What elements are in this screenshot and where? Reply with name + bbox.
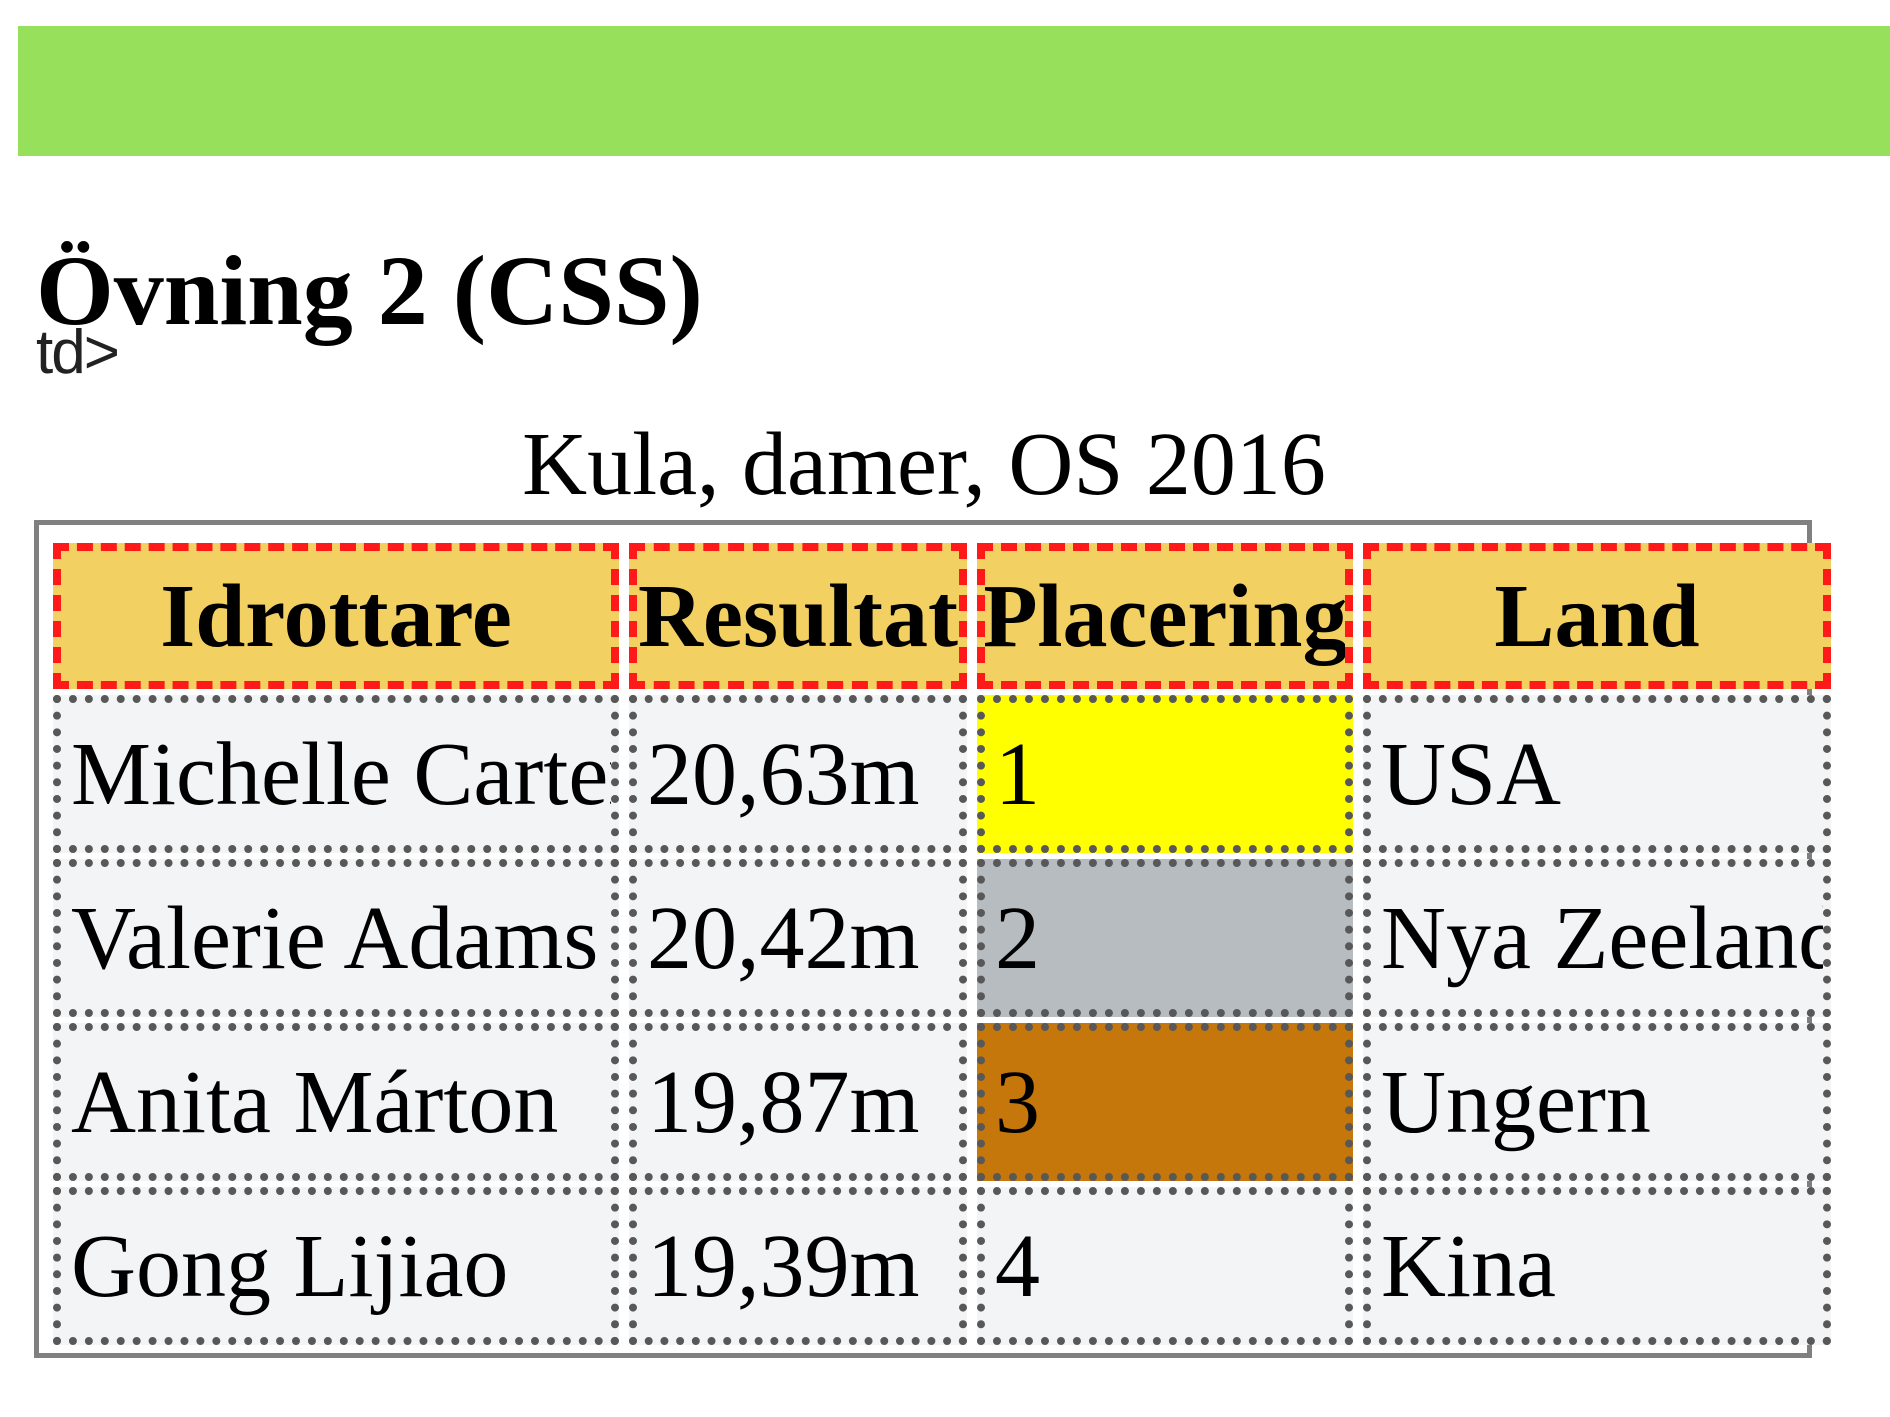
cell-placement: 4 [977, 1187, 1353, 1345]
page-title: Övning 2 (CSS) [36, 235, 703, 346]
results-grid: Idrottare Resultat Placering Land Michel… [53, 543, 1831, 1345]
cell-result: 20,42m [629, 859, 967, 1017]
cell-placement-bronze: 3 [977, 1023, 1353, 1181]
cell-placement-silver: 2 [977, 859, 1353, 1017]
cell-athlete: Michelle Carter [53, 695, 619, 853]
top-color-bar [18, 26, 1890, 156]
cell-result: 19,39m [629, 1187, 967, 1345]
header-country: Land [1363, 543, 1831, 689]
cell-country: Ungern [1363, 1023, 1831, 1181]
cell-result: 20,63m [629, 695, 967, 853]
header-athlete: Idrottare [53, 543, 619, 689]
cell-athlete: Gong Lijiao [53, 1187, 619, 1345]
stray-markup-text: td> [36, 318, 120, 387]
cell-result: 19,87m [629, 1023, 967, 1181]
table-caption: Kula, damer, OS 2016 [522, 415, 1326, 514]
cell-athlete: Anita Márton [53, 1023, 619, 1181]
cell-country: Nya Zeeland [1363, 859, 1831, 1017]
header-placement: Placering [977, 543, 1353, 689]
results-table: Idrottare Resultat Placering Land Michel… [34, 520, 1831, 1358]
cell-country: USA [1363, 695, 1831, 853]
cell-athlete: Valerie Adams [53, 859, 619, 1017]
header-result: Resultat [629, 543, 967, 689]
cell-country: Kina [1363, 1187, 1831, 1345]
cell-placement-gold: 1 [977, 695, 1353, 853]
